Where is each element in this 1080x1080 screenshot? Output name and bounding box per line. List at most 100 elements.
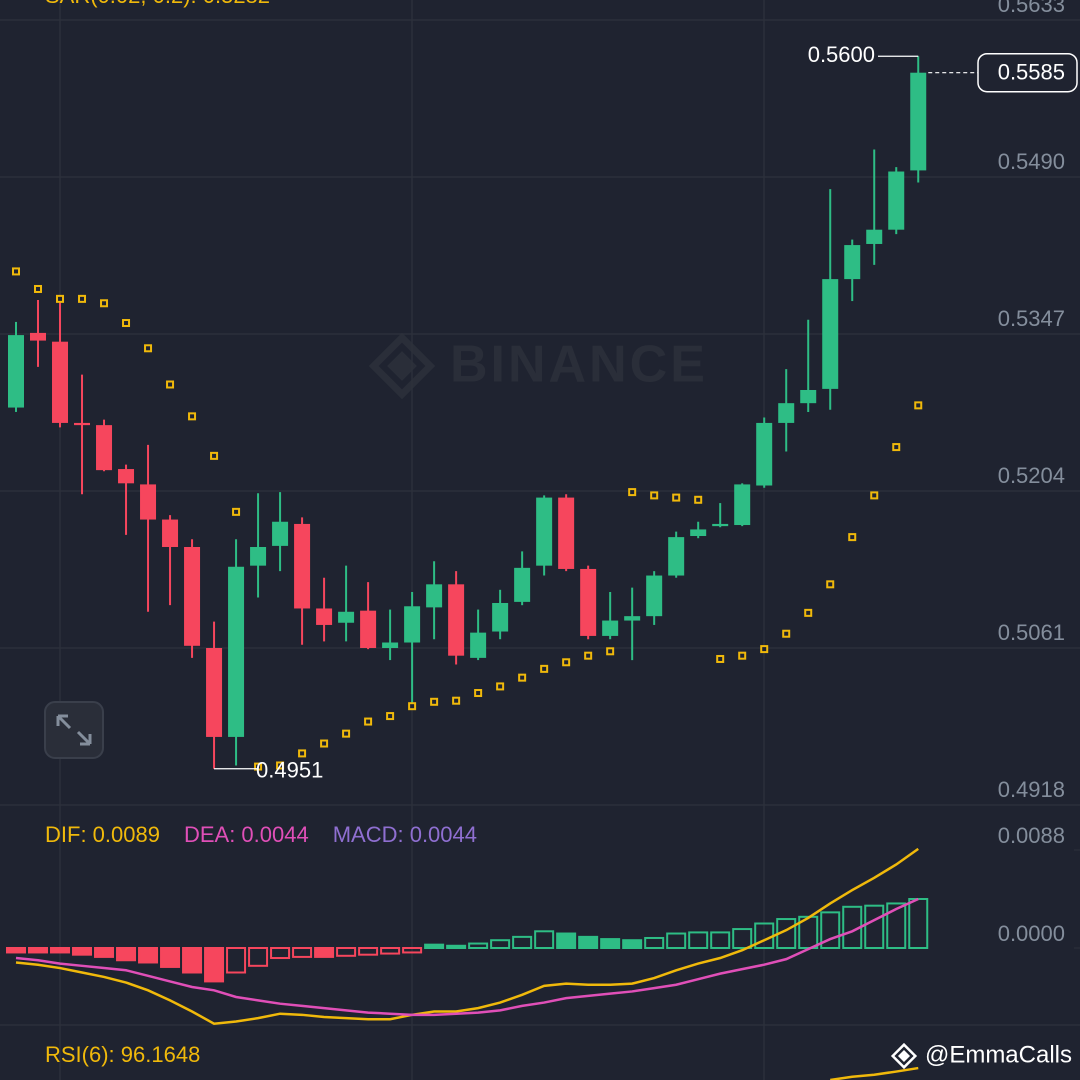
- macd-bar: [314, 947, 335, 958]
- macd-bar: [138, 947, 159, 964]
- candle-body: [228, 566, 245, 737]
- candle-body: [338, 611, 355, 623]
- sar-dot: [56, 294, 65, 303]
- macd-bar: [644, 936, 665, 950]
- macd-bar: [578, 935, 599, 950]
- expand-box[interactable]: [44, 701, 104, 759]
- sar-dot: [452, 696, 461, 705]
- candle-body: [536, 497, 553, 566]
- candle-body: [74, 422, 91, 426]
- macd-bar: [446, 944, 467, 949]
- sar-dot: [100, 299, 109, 308]
- indicator-line: [15, 897, 919, 1017]
- candle-body: [910, 72, 927, 171]
- candle-body: [668, 537, 685, 576]
- sar-dot: [12, 267, 20, 276]
- sar-dot: [144, 344, 153, 353]
- macd-bar: [732, 928, 753, 949]
- sar-dot: [584, 651, 593, 660]
- macd-bar: [600, 938, 621, 949]
- sar-dot: [166, 380, 175, 389]
- macd-bar: [226, 947, 247, 974]
- sar-dot: [518, 673, 527, 682]
- y-tick-label: 0.0088: [998, 823, 1065, 848]
- candle-body: [448, 584, 465, 656]
- candle-body: [96, 425, 113, 471]
- sar-dot: [540, 664, 549, 673]
- candle-body: [580, 568, 597, 636]
- y-tick-label: 0.5204: [998, 463, 1065, 488]
- y-tick-label: 0.5633: [998, 0, 1065, 17]
- sar-dot: [496, 682, 505, 691]
- candle-body: [382, 642, 399, 648]
- candle-body: [558, 497, 575, 569]
- sar-dot: [122, 319, 131, 328]
- candle-body: [734, 484, 751, 526]
- macd-bar: [358, 947, 379, 956]
- candle-body: [316, 608, 333, 625]
- candle-body: [822, 279, 839, 389]
- sar-dot: [210, 451, 219, 460]
- sar-dot: [804, 608, 813, 617]
- candle-body: [294, 523, 311, 609]
- candle-body: [272, 521, 289, 546]
- candle-body: [844, 245, 861, 280]
- candle-body: [470, 632, 487, 658]
- sar-dot: [606, 647, 615, 656]
- sar-dot: [232, 507, 241, 516]
- sar-dot: [408, 702, 417, 711]
- candle-body: [800, 389, 817, 404]
- sar-dot: [34, 284, 43, 293]
- sar-dot: [650, 491, 659, 500]
- macd-bar: [710, 931, 731, 950]
- macd-bar: [94, 947, 115, 958]
- handle: @EmmaCalls: [890, 1041, 1072, 1070]
- candle-body: [360, 610, 377, 648]
- macd-bar: [490, 939, 511, 949]
- indicator-line: [15, 847, 919, 1026]
- sar-dot: [870, 491, 879, 500]
- watermark-text: BINANCE: [450, 336, 708, 394]
- sar-dot: [826, 580, 835, 589]
- macd-bar: [116, 947, 137, 962]
- candle-body: [888, 171, 905, 230]
- legend-label: DEA: 0.0044: [184, 822, 309, 847]
- sar-dot: [78, 294, 87, 303]
- last-price-box: [977, 52, 1078, 93]
- high-marker-label: 0.5600: [808, 42, 875, 67]
- indicator-label: RSI(6): 96.1648: [45, 1042, 200, 1067]
- macd-bar: [666, 932, 687, 949]
- sar-dot: [738, 651, 747, 660]
- macd-bar: [50, 947, 71, 954]
- candle-body: [52, 341, 69, 423]
- candle-body: [404, 606, 421, 643]
- handle-logo: [890, 1042, 918, 1070]
- expand-icon: [56, 714, 92, 746]
- candle-body: [624, 616, 641, 621]
- sar-dot: [716, 654, 725, 663]
- macd-bar: [820, 911, 841, 950]
- sar-dot: [892, 443, 901, 452]
- macd-bar: [182, 947, 203, 974]
- sar-dot: [474, 689, 483, 698]
- candle-body: [778, 403, 795, 423]
- macd-bar: [292, 947, 313, 958]
- sar-dot: [694, 495, 703, 504]
- sar-dot: [254, 762, 263, 771]
- candle-body: [690, 529, 707, 537]
- macd-bar: [688, 931, 709, 950]
- macd-bar: [270, 947, 291, 960]
- candle-body: [162, 519, 179, 547]
- sar-dot: [320, 739, 329, 748]
- sar-dot: [188, 412, 197, 421]
- macd-bar: [886, 902, 907, 949]
- macd-bar: [402, 947, 423, 954]
- sar-dot: [386, 712, 395, 721]
- macd-bar: [160, 947, 181, 968]
- expand-button[interactable]: [44, 701, 104, 759]
- macd-bar: [248, 947, 269, 967]
- candle-body: [30, 332, 47, 341]
